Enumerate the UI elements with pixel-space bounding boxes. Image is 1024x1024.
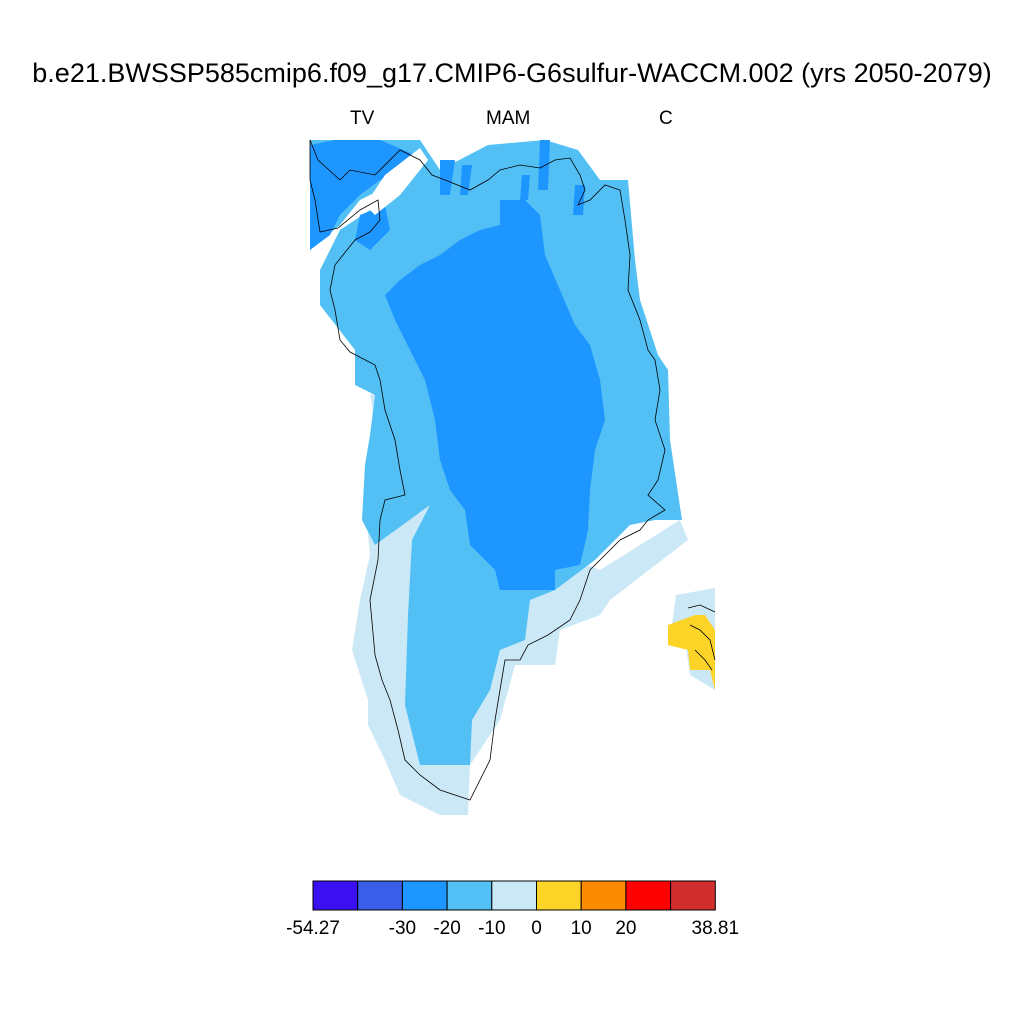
colorbar-tick-label: -30 [388,918,417,939]
colorbar-tick-label: -10 [478,918,506,939]
plot-title: b.e21.BWSSP585cmip6.f09_g17.CMIP6-G6sulf… [32,58,992,88]
field-dark-blue-streaks [440,140,585,215]
colorbar-bin-2 [401,880,448,911]
field-dark-blue-nw [355,205,390,250]
colorbar-bin-3 [446,880,493,911]
field-gap-nw [365,148,428,215]
colorbar-bin-5 [536,880,582,911]
colorbar-tick-label: -54.27 [286,918,340,939]
greenland-coastline [309,139,666,801]
iceland-coastline [687,604,716,671]
colorbar-bin-7 [625,880,672,911]
colorbar-tick-label: 20 [615,918,637,939]
colorbar-tick-label: 10 [570,918,592,939]
field-light-blue-sw [370,600,390,630]
colorbar-bin-0 [312,880,359,911]
colorbar-tick-label: 0 [531,918,542,939]
colorbar-bin-4 [491,880,537,911]
subtitle-center: MAM [486,108,531,129]
colorbar-bin-1 [357,880,403,911]
subtitle-left: TV [350,108,375,129]
field-dark-blue-north [310,140,415,250]
colorbar-bin-8 [670,880,716,911]
field-dark-blue [385,200,605,590]
colorbar-bin-6 [580,880,627,911]
subtitle-right: C [659,108,673,129]
colorbar-tick-label: -20 [433,918,461,939]
colorbar-tick-label: 38.81 [691,918,740,939]
